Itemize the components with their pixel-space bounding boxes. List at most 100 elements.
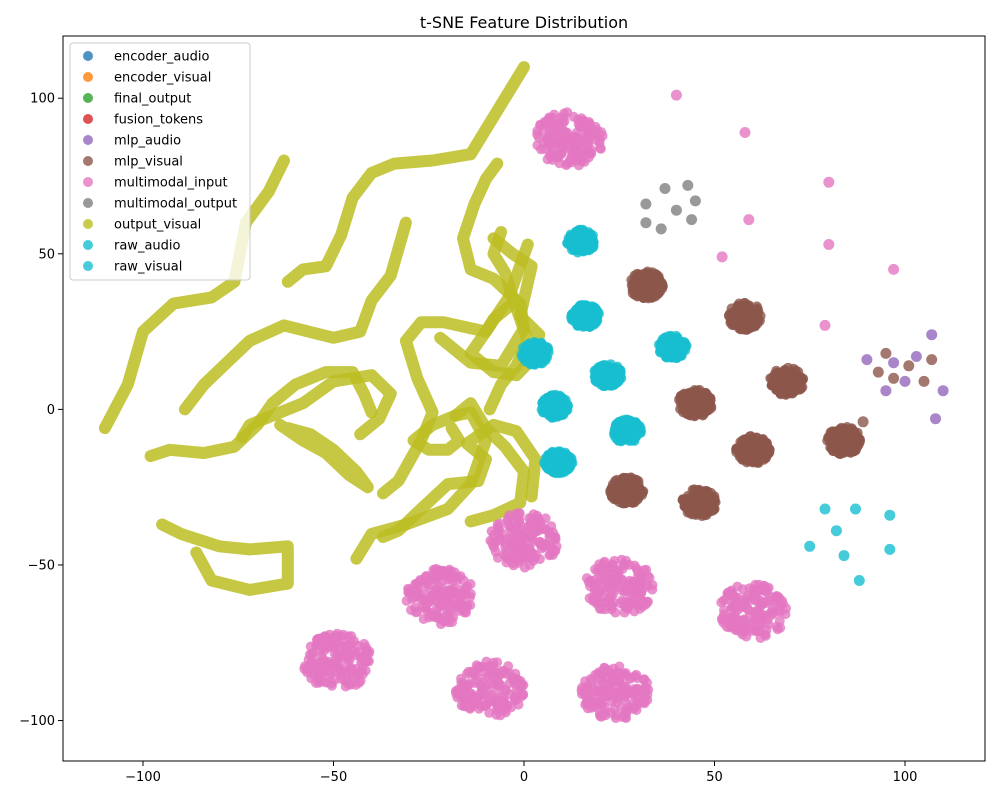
points-layer xyxy=(299,89,949,724)
multimodal-input-point xyxy=(617,683,628,694)
multimodal-input-point xyxy=(410,602,421,613)
multimodal-input-point xyxy=(323,665,334,676)
mlp-visual-point xyxy=(729,308,740,318)
multimodal-input-point xyxy=(574,135,585,146)
multimodal-input-point xyxy=(503,661,514,672)
multimodal-input-point xyxy=(498,529,509,539)
multimodal-input-cluster-3 xyxy=(581,554,658,618)
mlp-visual-point xyxy=(615,489,625,500)
multimodal-input-point xyxy=(632,572,643,583)
mlp-visual-cluster-5 xyxy=(822,422,866,460)
y-tick-label: 0 xyxy=(47,403,55,418)
mlp-visual-point xyxy=(627,497,638,508)
mlp-visual-point xyxy=(791,372,802,383)
multimodal-input-point xyxy=(449,599,460,610)
multimodal-input-point xyxy=(590,595,601,606)
multimodal-input-point xyxy=(324,656,335,667)
axis-ticks: −100 −50 0 50 100 −100 −50 0 50 100 xyxy=(19,92,917,785)
mlp-audio-point-0 xyxy=(861,354,873,366)
mlp-visual-point xyxy=(758,434,768,445)
legend-marker-mlp-visual xyxy=(83,156,93,166)
mlp-audio-point-6 xyxy=(880,385,892,397)
mlp-visual-point xyxy=(694,484,704,495)
multimodal-input-point xyxy=(490,695,501,706)
multimodal-input-point xyxy=(518,530,529,541)
mlp-visual-cluster-2 xyxy=(765,362,809,400)
multimodal-input-point xyxy=(639,565,650,576)
multimodal-input-cluster-2 xyxy=(401,563,476,630)
mlp-visual-point xyxy=(850,445,861,456)
multimodal-input-point xyxy=(506,702,516,713)
multimodal-input-point xyxy=(608,675,619,685)
multimodal-input-point xyxy=(601,691,612,702)
mlp-visual-cluster-6 xyxy=(605,472,649,509)
raw-audio-point xyxy=(538,397,549,408)
multimodal-input-point xyxy=(624,575,635,586)
output-visual-curve-6 xyxy=(274,418,374,494)
multimodal-input-point xyxy=(729,613,739,624)
mlp-visual-point-4 xyxy=(888,372,900,384)
y-tick-label: −50 xyxy=(28,558,55,573)
mlp-visual-point-0 xyxy=(880,347,892,359)
multimodal-input-point xyxy=(546,141,557,151)
multimodal-input-cluster-4 xyxy=(716,579,791,643)
multimodal-input-cluster-7 xyxy=(576,661,654,724)
raw-audio-point xyxy=(550,389,561,400)
multimodal-input-point xyxy=(620,668,631,679)
mlp-audio-point-2 xyxy=(910,351,922,362)
multimodal-input-point xyxy=(449,567,460,578)
legend-label-multimodal-input: multimodal_input xyxy=(114,176,228,191)
legend-marker-raw-audio xyxy=(83,240,93,250)
mlp-visual-point xyxy=(683,497,694,508)
raw-audio-point xyxy=(563,452,574,463)
multimodal-input-point xyxy=(331,638,342,649)
x-tick-label: −100 xyxy=(125,770,161,785)
multimodal-input-point xyxy=(719,605,729,615)
multimodal-input-point-0 xyxy=(670,89,682,101)
multimodal-input-point xyxy=(755,600,766,611)
mlp-visual-cluster-7 xyxy=(677,484,721,522)
mlp-visual-point xyxy=(698,409,709,420)
multimodal-input-point xyxy=(621,713,631,724)
multimodal-input-point xyxy=(491,705,502,716)
multimodal-input-point xyxy=(617,595,628,606)
multimodal-input-point xyxy=(314,645,325,656)
raw-audio-point-1 xyxy=(804,540,816,552)
multimodal-input-point-4 xyxy=(743,214,755,226)
mlp-visual-point xyxy=(707,506,718,516)
multimodal-input-point xyxy=(464,678,475,689)
multimodal-input-point xyxy=(642,677,652,688)
multimodal-input-point xyxy=(520,550,531,561)
mlp-audio-point-1 xyxy=(888,357,900,369)
mlp-visual-cluster-1 xyxy=(724,297,766,335)
multimodal-input-point xyxy=(308,669,319,680)
multimodal-input-point xyxy=(728,601,739,612)
raw-audio-point xyxy=(539,457,550,468)
multimodal-input-point xyxy=(447,617,457,628)
raw-audio-cluster-5 xyxy=(536,389,574,423)
multimodal-input-point xyxy=(556,148,567,158)
multimodal-input-point xyxy=(543,526,554,537)
output-visual-curve-12 xyxy=(464,232,546,382)
multimodal-input-point xyxy=(584,117,595,127)
mlp-visual-point xyxy=(683,407,694,418)
multimodal-input-point xyxy=(594,137,605,148)
raw-audio-point xyxy=(563,463,574,474)
mlp-visual-point xyxy=(743,323,753,334)
multimodal-input-cluster-1 xyxy=(485,508,562,573)
raw-audio-cluster-7 xyxy=(539,446,578,479)
multimodal-input-point xyxy=(481,656,492,667)
legend-box xyxy=(69,42,251,281)
legend-marker-fusion-tokens xyxy=(83,114,93,124)
legend-marker-final-output xyxy=(83,93,93,103)
legend-marker-output-visual xyxy=(83,219,93,229)
raw-audio-point xyxy=(549,410,560,421)
raw-audio-point xyxy=(615,416,626,427)
mlp-visual-cluster-3 xyxy=(674,384,717,422)
multimodal-input-point xyxy=(559,116,570,127)
multimodal-input-point xyxy=(436,619,446,630)
mlp-visual-point xyxy=(702,488,713,499)
multimodal-input-point xyxy=(460,686,471,696)
multimodal-input-point xyxy=(729,593,740,604)
multimodal-input-point xyxy=(539,540,550,551)
